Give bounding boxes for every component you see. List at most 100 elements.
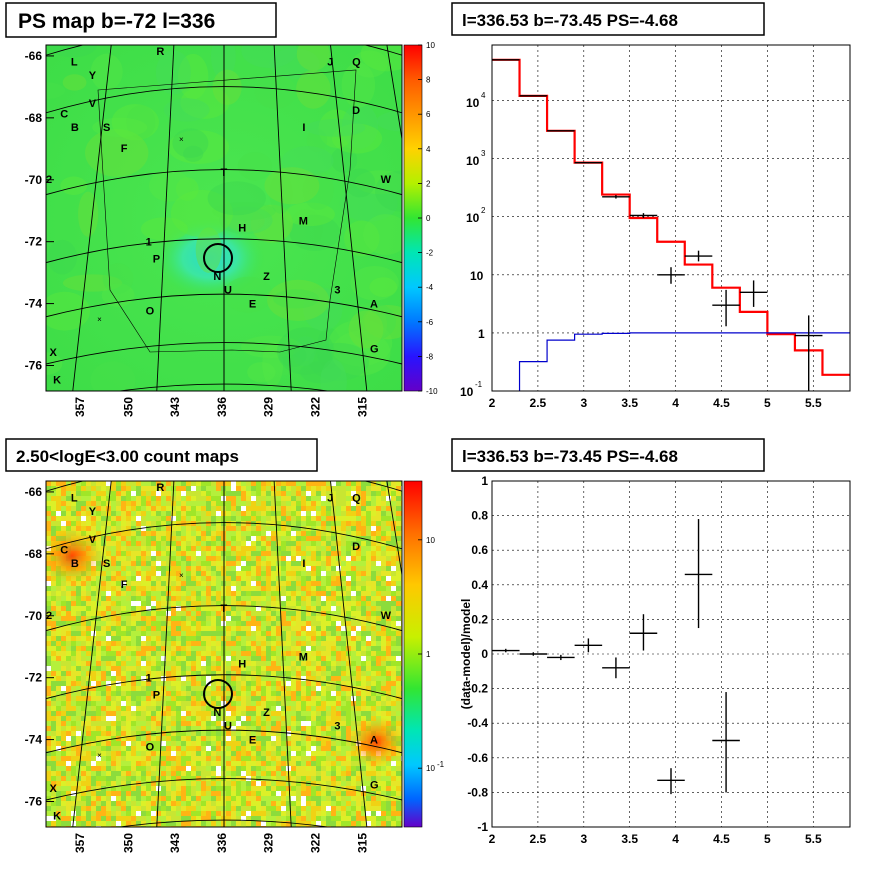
- count-map-pixel: [306, 756, 311, 761]
- count-map-pixel: [261, 601, 266, 606]
- count-map-pixel: [196, 701, 201, 706]
- count-map-pixel: [281, 781, 286, 786]
- count-map-pixel: [371, 676, 376, 681]
- count-map-pixel: [211, 581, 216, 586]
- count-map-pixel: [166, 676, 171, 681]
- count-map-pixel: [381, 531, 386, 536]
- count-map-pixel: [311, 641, 316, 646]
- count-map-pixel: [196, 571, 201, 576]
- count-map-pixel: [336, 771, 341, 776]
- count-map-pixel: [316, 701, 321, 706]
- count-map-pixel: [326, 521, 331, 526]
- count-map-pixel: [231, 551, 236, 556]
- count-map-pixel: [211, 651, 216, 656]
- count-map-pixel: [311, 706, 316, 711]
- ps-map-blob: [254, 74, 297, 109]
- count-map-pixel: [356, 551, 361, 556]
- count-map-pixel: [131, 501, 136, 506]
- count-map-pixel: [316, 806, 321, 811]
- count-map-pixel: [141, 481, 146, 486]
- count-map-pixel: [331, 716, 336, 721]
- count-map-title: 2.50<logE<3.00 count maps: [16, 447, 239, 466]
- count-map-pixel: [271, 596, 276, 601]
- count-map-pixel: [341, 801, 346, 806]
- count-map-pixel: [346, 501, 351, 506]
- count-map-pixel: [316, 781, 321, 786]
- count-map-pixel: [276, 661, 281, 666]
- count-map-pixel: [51, 801, 56, 806]
- count-map-pixel: [321, 706, 326, 711]
- count-map-pixel: [396, 581, 401, 586]
- count-map-pixel: [306, 671, 311, 676]
- count-map-pixel: [176, 631, 181, 636]
- count-map-pixel: [141, 571, 146, 576]
- count-map-pixel: [336, 696, 341, 701]
- map-source-label: W: [381, 174, 392, 186]
- count-map-pixel: [266, 741, 271, 746]
- count-map-pixel: [321, 526, 326, 531]
- count-map-pixel: [151, 726, 156, 731]
- count-map-pixel: [301, 701, 306, 706]
- count-map-pixel: [191, 491, 196, 496]
- count-map-pixel: [286, 496, 291, 501]
- count-map-pixel: [221, 701, 226, 706]
- count-map-pixel: [121, 696, 126, 701]
- count-map-pixel: [291, 806, 296, 811]
- count-map-pixel: [286, 691, 291, 696]
- count-map-pixel: [191, 736, 196, 741]
- count-map-pixel: [236, 811, 241, 816]
- count-map-pixel: [376, 666, 381, 671]
- count-map-pixel: [391, 491, 396, 496]
- count-map-pixel: [146, 806, 151, 811]
- count-map-pixel: [116, 676, 121, 681]
- count-map-pixel: [166, 551, 171, 556]
- count-map-pixel: [176, 571, 181, 576]
- count-map-pixel: [266, 701, 271, 706]
- count-map-pixel: [246, 666, 251, 671]
- count-map-pixel: [101, 661, 106, 666]
- count-map-pixel: [231, 626, 236, 631]
- count-map-pixel: [231, 706, 236, 711]
- count-map-pixel: [276, 761, 281, 766]
- count-map-pixel: [321, 801, 326, 806]
- count-map-pixel: [131, 641, 136, 646]
- count-map-pixel: [216, 681, 221, 686]
- count-map-pixel: [176, 651, 181, 656]
- count-map-pixel: [291, 541, 296, 546]
- count-map-pixel: [111, 786, 116, 791]
- count-map-pixel: [156, 626, 161, 631]
- count-map-pixel: [291, 636, 296, 641]
- count-map-pixel: [76, 786, 81, 791]
- count-map-pixel: [111, 506, 116, 511]
- count-map-pixel: [106, 661, 111, 666]
- count-map-pixel: [146, 761, 151, 766]
- count-map-pixel: [246, 511, 251, 516]
- count-map-pixel: [336, 671, 341, 676]
- count-map-pixel: [311, 791, 316, 796]
- count-map-pixel: [81, 716, 86, 721]
- count-map-pixel: [396, 661, 401, 666]
- count-map-pixel: [266, 666, 271, 671]
- count-map-pixel: [201, 501, 206, 506]
- count-map-pixel: [316, 741, 321, 746]
- count-map-pixel: [191, 726, 196, 731]
- count-map-pixel: [321, 491, 326, 496]
- count-map-pixel: [86, 806, 91, 811]
- count-map-pixel: [101, 801, 106, 806]
- count-map-pixel: [351, 531, 356, 536]
- count-map-pixel: [201, 651, 206, 656]
- count-map-pixel: [331, 751, 336, 756]
- count-map-pixel: [211, 601, 216, 606]
- count-map-pixel: [271, 701, 276, 706]
- count-map-pixel: [186, 801, 191, 806]
- count-map-pixel: [141, 726, 146, 731]
- count-map-pixel: [101, 616, 106, 621]
- count-map-pixel: [321, 636, 326, 641]
- count-map-pixel: [346, 556, 351, 561]
- count-map-pixel: [311, 551, 316, 556]
- count-map-pixel: [271, 726, 276, 731]
- count-map-pixel: [316, 746, 321, 751]
- ps-map-blob: [148, 169, 191, 202]
- count-map-pixel: [56, 791, 61, 796]
- count-map-pixel: [86, 641, 91, 646]
